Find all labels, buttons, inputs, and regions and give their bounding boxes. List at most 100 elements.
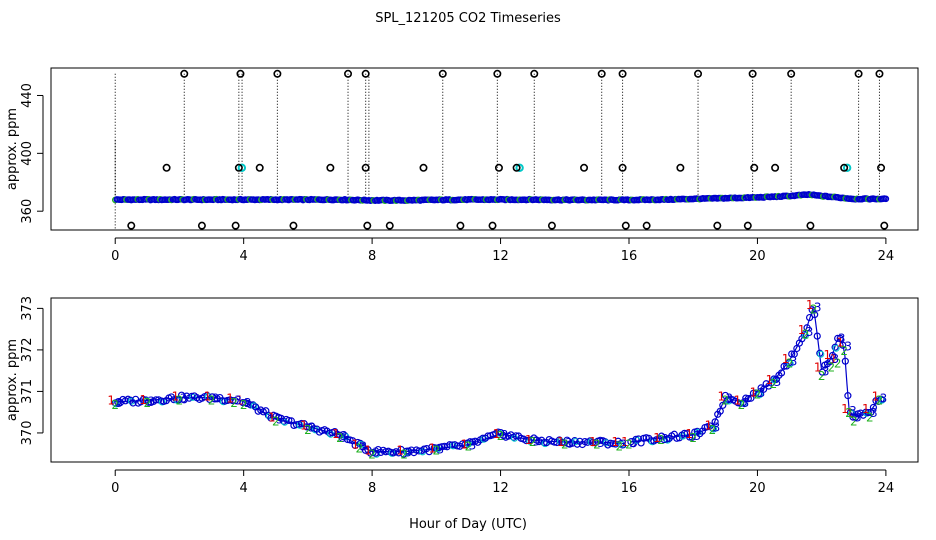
bottom-series-3-marker: 3	[244, 396, 252, 410]
bottom-series-1-marker: 1	[107, 394, 115, 408]
bottom-series-3-marker: 3	[308, 421, 316, 435]
bottom-series-2-marker: 2	[625, 437, 633, 451]
bottom-series-1-marker: 1	[268, 410, 276, 424]
top-spike-point-high	[787, 69, 796, 78]
top-x-tick-label: 4	[240, 249, 248, 264]
bottom-data-point	[832, 344, 840, 352]
bottom-series-2-marker: 2	[802, 327, 810, 341]
bottom-series-3-marker: 3	[713, 421, 721, 435]
top-spike-point-mid	[512, 163, 521, 172]
bottom-data-point	[296, 421, 304, 429]
bottom-data-point	[522, 437, 530, 445]
top-spike-point-high	[180, 69, 189, 78]
bottom-series-3-marker: 3	[661, 432, 669, 446]
bottom-data-point	[849, 413, 857, 421]
bottom-data-point	[841, 357, 849, 365]
bottom-series-3-marker: 3	[806, 325, 814, 339]
bottom-series-3-marker: 3	[774, 375, 782, 389]
bottom-data-point	[606, 439, 615, 447]
bottom-series-2-marker: 2	[818, 369, 826, 383]
bottom-data-point	[647, 437, 655, 445]
top-y-tick-label: 400	[20, 141, 35, 166]
bottom-data-point	[834, 334, 842, 342]
bottom-data-point	[877, 395, 885, 403]
top-spike-point-high	[618, 69, 627, 78]
bottom-data-point	[686, 433, 694, 441]
bottom-series-3-marker: 3	[693, 429, 701, 443]
bottom-data-point	[157, 397, 165, 405]
bottom-data-point	[188, 392, 196, 400]
bottom-series-1-marker: 1	[172, 390, 180, 404]
bottom-data-point	[847, 409, 855, 417]
bottom-series-3-marker: 3	[844, 340, 852, 354]
bottom-x-tick-label: 20	[749, 481, 766, 496]
bottom-data-point	[556, 437, 564, 445]
bottom-series-2-marker: 2	[845, 406, 853, 420]
bottom-x-tick-label: 12	[492, 481, 509, 496]
bottom-data-point	[816, 349, 824, 357]
bottom-series-2-marker: 2	[616, 439, 624, 453]
bottom-ylabel: approx. ppm	[5, 339, 20, 421]
bottom-series-2-marker: 2	[433, 444, 441, 458]
bottom-series-3-marker: 3	[533, 434, 541, 448]
bottom-series-3-marker: 3	[180, 392, 188, 406]
top-spike-point-low	[621, 221, 630, 230]
bottom-y-tick-label: 373	[20, 296, 35, 321]
bottom-series-3-marker: 3	[276, 412, 284, 426]
top-baseline-point	[882, 195, 890, 203]
top-spike-point-low	[642, 221, 651, 230]
top-spike-point-low	[547, 221, 556, 230]
top-panel: approx. ppm 0 4 8 12 16 20 24 360 400 440	[5, 67, 919, 264]
bottom-series-1-marker: 1	[734, 394, 742, 408]
bottom-series-1-marker: 1	[685, 427, 693, 441]
bottom-data-point	[231, 397, 239, 405]
top-spike-point-high	[694, 69, 703, 78]
top-x-tick-label: 24	[878, 249, 895, 264]
bottom-data-point	[744, 395, 752, 403]
bottom-data-point	[589, 439, 597, 447]
bottom-data-point	[710, 425, 718, 433]
top-y-tick-label: 360	[20, 199, 35, 224]
top-x-tick-label: 8	[368, 249, 376, 264]
bottom-data-point	[218, 397, 227, 405]
bottom-data-point	[211, 395, 219, 403]
bottom-data-point	[632, 435, 640, 443]
bottom-series-1-marker: 1	[429, 441, 437, 455]
top-spike-point-mid	[840, 163, 849, 172]
top-spike-point-high	[493, 69, 502, 78]
top-spike-point-high	[236, 69, 245, 78]
bottom-series-1-marker: 1	[621, 435, 629, 449]
bottom-data-point	[788, 350, 796, 358]
bottom-series-3-marker: 3	[565, 436, 573, 450]
bottom-series-1-marker: 1	[351, 437, 359, 451]
bottom-series-1-marker: 1	[766, 373, 774, 387]
bottom-data-point	[862, 408, 870, 416]
top-spike-point-mid	[676, 163, 685, 172]
bottom-data-point	[112, 400, 120, 408]
top-x-tick-label: 20	[749, 249, 766, 264]
bottom-data-point	[817, 350, 825, 358]
bottom-series-2-marker: 2	[827, 361, 835, 375]
bottom-series-3-marker: 3	[758, 386, 766, 400]
bottom-data-point	[303, 423, 311, 431]
top-spike-point-mid	[618, 163, 627, 172]
bottom-data-point	[402, 447, 410, 455]
bottom-data-point	[143, 397, 151, 405]
bottom-data-point	[878, 396, 886, 404]
top-spike-point-mid	[326, 163, 335, 172]
bottom-y-tick-label: 372	[20, 337, 35, 362]
top-spike-point-low	[127, 221, 136, 230]
bottom-data-point	[811, 311, 819, 319]
bottom-series-2-marker: 2	[866, 410, 874, 424]
bottom-data-point	[484, 432, 492, 440]
bottom-series-1-marker: 1	[872, 390, 880, 404]
bottom-series-3-marker: 3	[870, 406, 878, 420]
top-spike-point-mid	[234, 163, 243, 172]
bottom-series-1-marker: 1	[300, 419, 308, 433]
bottom-series-2-marker: 2	[689, 431, 697, 445]
bottom-series-1-marker: 1	[841, 402, 849, 416]
bottom-data-point	[756, 391, 764, 399]
top-spike-point-high	[597, 69, 606, 78]
bottom-series-3-marker: 3	[838, 331, 846, 345]
